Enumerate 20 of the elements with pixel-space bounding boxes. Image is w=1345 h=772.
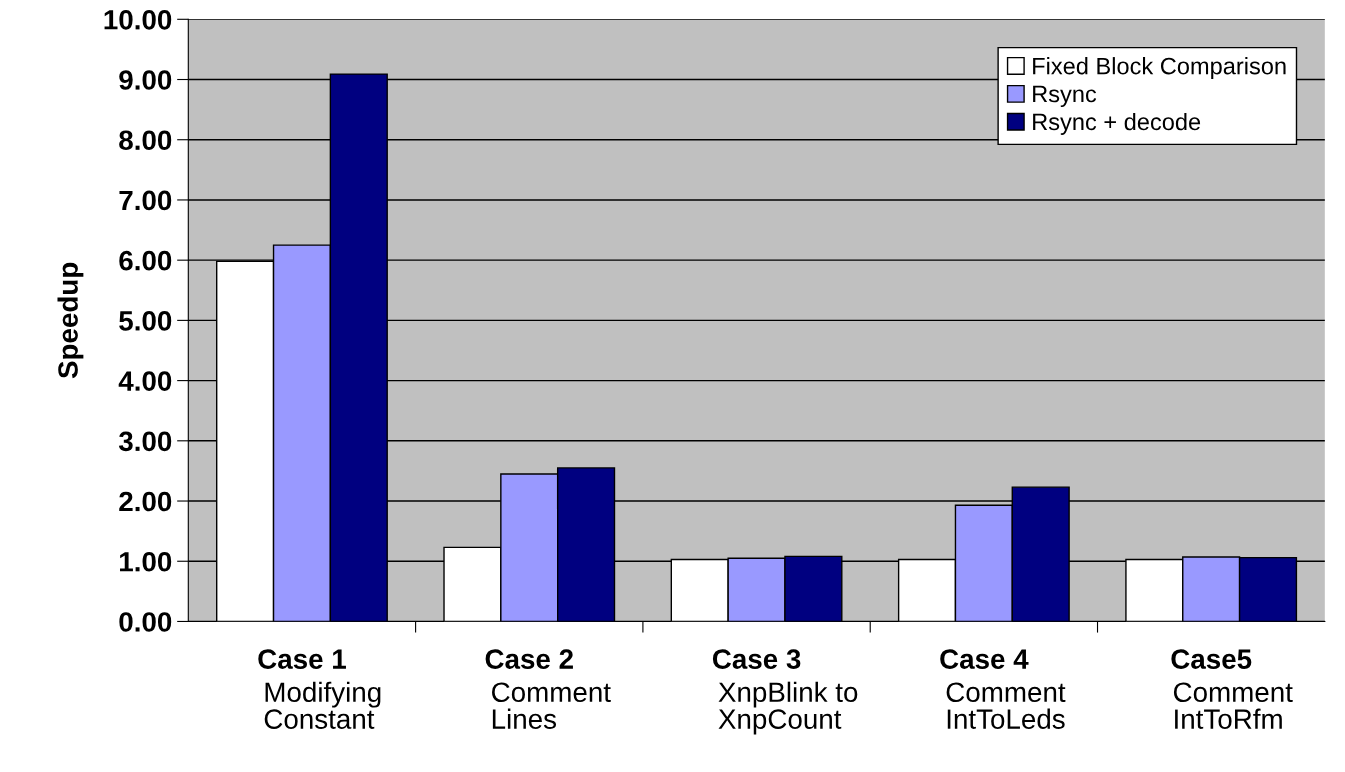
y-tick-label: 9.00 xyxy=(119,70,172,90)
y-tick-label: 0.00 xyxy=(119,612,172,632)
x-tick-label: Case 3 XnpBlink to XnpCount xyxy=(712,649,858,735)
y-tick-label: 1.00 xyxy=(120,551,172,572)
y-tick-label: 10.00 xyxy=(104,9,172,30)
y-tick-label: 4.00 xyxy=(118,371,172,391)
legend-label: Rsync + decode xyxy=(1033,112,1201,135)
legend-label: Fixed Block Comparison xyxy=(1033,57,1286,80)
y-axis-title: Speedup xyxy=(57,262,84,379)
y-tick-label: 7.00 xyxy=(119,190,172,211)
x-tick-label: Case 4 Comment IntToLeds xyxy=(940,649,1066,729)
x-tick-label: Case5 Comment IntToRfm xyxy=(1171,649,1293,729)
y-tick-label: 8.00 xyxy=(119,130,172,151)
x-tick-label: Case 2 Comment Lines xyxy=(485,649,611,729)
y-tick-label: 6.00 xyxy=(119,250,172,271)
legend-label: Rsync xyxy=(1033,85,1097,107)
x-tick-label: Case 1 Modifying Constant xyxy=(258,649,381,729)
y-tick-label: 2.00 xyxy=(119,491,172,512)
y-tick-label: 3.00 xyxy=(118,431,172,452)
y-tick-label: 5.00 xyxy=(119,311,172,331)
